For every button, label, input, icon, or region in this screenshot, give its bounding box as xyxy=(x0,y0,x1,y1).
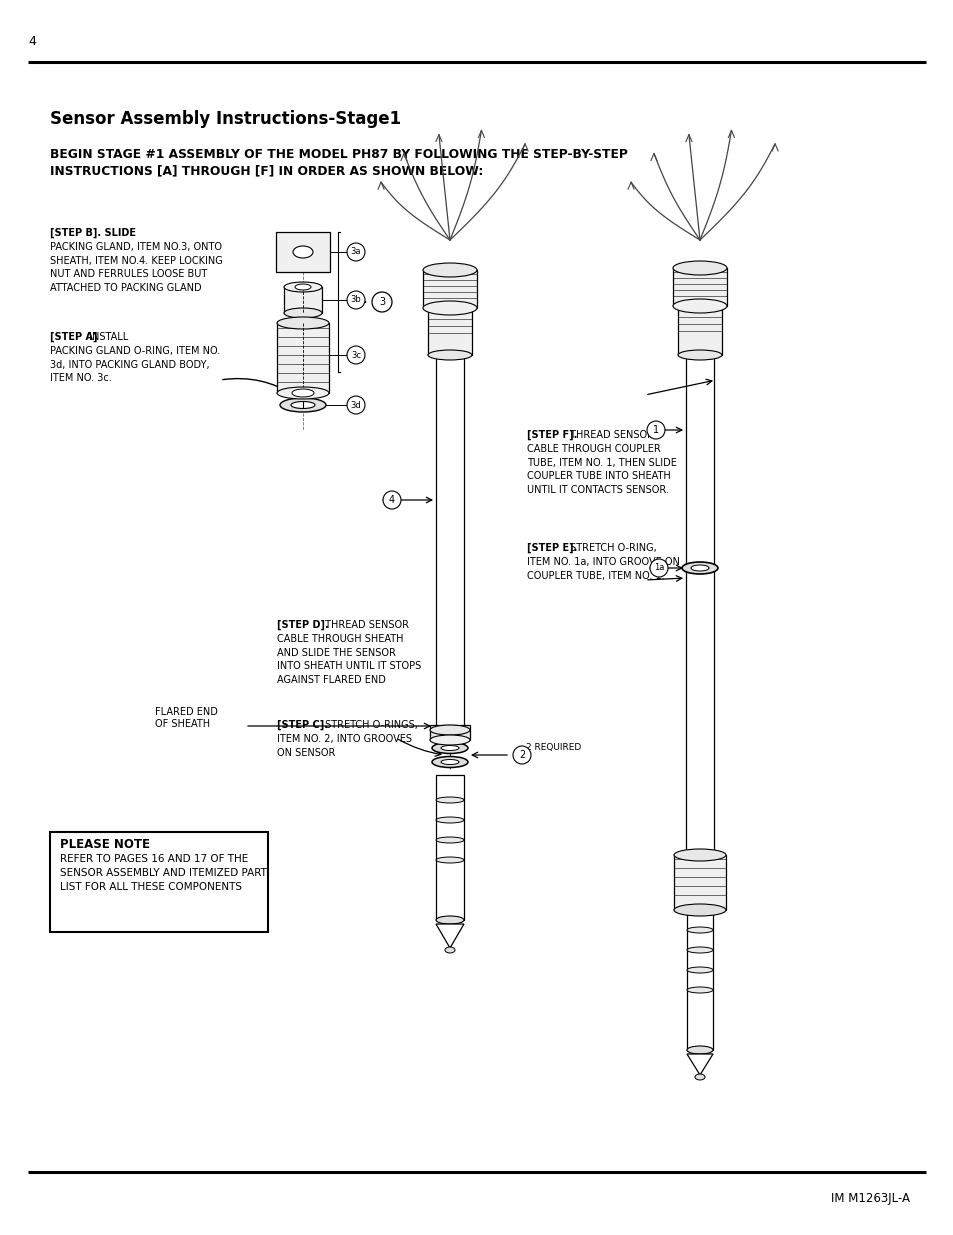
Bar xyxy=(275,232,330,272)
Text: ITEM NO. 2, INTO GROOVES
ON SENSOR: ITEM NO. 2, INTO GROOVES ON SENSOR xyxy=(276,734,412,757)
Text: THREAD SENSOR: THREAD SENSOR xyxy=(566,430,654,440)
Bar xyxy=(685,354,713,910)
Bar xyxy=(673,855,725,910)
Ellipse shape xyxy=(294,284,311,290)
Text: 3c: 3c xyxy=(351,351,360,359)
Ellipse shape xyxy=(673,904,725,916)
Ellipse shape xyxy=(686,947,712,953)
Text: 1a: 1a xyxy=(653,563,663,573)
Ellipse shape xyxy=(440,760,458,764)
Text: REFER TO PAGES 16 AND 17 OF THE
SENSOR ASSEMBLY AND ITEMIZED PART
LIST FOR ALL T: REFER TO PAGES 16 AND 17 OF THE SENSOR A… xyxy=(60,853,267,892)
Bar xyxy=(422,270,476,308)
Text: 2 REQUIRED: 2 REQUIRED xyxy=(525,743,580,752)
Ellipse shape xyxy=(681,562,718,574)
Ellipse shape xyxy=(440,746,458,751)
Text: FLARED END
OF SHEATH: FLARED END OF SHEATH xyxy=(154,706,217,730)
Circle shape xyxy=(347,396,365,414)
Circle shape xyxy=(372,291,392,312)
Text: BEGIN STAGE #1 ASSEMBLY OF THE MODEL PH87 BY FOLLOWING THE STEP-BY-STEP: BEGIN STAGE #1 ASSEMBLY OF THE MODEL PH8… xyxy=(50,148,627,161)
Ellipse shape xyxy=(690,564,708,571)
Text: INSTRUCTIONS [A] THROUGH [F] IN ORDER AS SHOWN BELOW:: INSTRUCTIONS [A] THROUGH [F] IN ORDER AS… xyxy=(50,164,483,177)
Ellipse shape xyxy=(284,282,322,291)
Text: 1: 1 xyxy=(652,425,659,435)
Text: CABLE THROUGH COUPLER
TUBE, ITEM NO. 1, THEN SLIDE
COUPLER TUBE INTO SHEATH
UNTI: CABLE THROUGH COUPLER TUBE, ITEM NO. 1, … xyxy=(526,445,677,495)
Ellipse shape xyxy=(672,299,726,312)
Ellipse shape xyxy=(428,350,472,359)
Bar xyxy=(428,308,472,354)
Ellipse shape xyxy=(422,263,476,277)
Text: 3b: 3b xyxy=(351,295,361,305)
Ellipse shape xyxy=(436,916,463,924)
Text: STRETCH O-RINGS,: STRETCH O-RINGS, xyxy=(322,720,417,730)
Text: PLEASE NOTE: PLEASE NOTE xyxy=(60,839,150,851)
Text: 2: 2 xyxy=(518,750,524,760)
Ellipse shape xyxy=(678,350,721,359)
Ellipse shape xyxy=(686,1046,712,1053)
Text: 3a: 3a xyxy=(351,247,361,257)
Circle shape xyxy=(513,746,531,764)
Text: [STEP A]: [STEP A] xyxy=(50,332,97,342)
Bar xyxy=(672,268,726,306)
Text: THREAD SENSOR: THREAD SENSOR xyxy=(322,620,409,630)
Bar xyxy=(276,324,329,393)
Circle shape xyxy=(347,243,365,261)
Ellipse shape xyxy=(284,308,322,317)
Text: 3d: 3d xyxy=(351,400,361,410)
Polygon shape xyxy=(436,924,463,948)
Text: [STEP B]. SLIDE: [STEP B]. SLIDE xyxy=(50,228,136,238)
Bar xyxy=(436,354,463,730)
Ellipse shape xyxy=(672,261,726,275)
Ellipse shape xyxy=(686,987,712,993)
Ellipse shape xyxy=(293,246,313,258)
Ellipse shape xyxy=(436,818,463,823)
Text: 4: 4 xyxy=(28,35,36,48)
Polygon shape xyxy=(686,1053,712,1074)
Ellipse shape xyxy=(436,797,463,803)
Circle shape xyxy=(347,346,365,364)
Bar xyxy=(430,725,470,740)
Ellipse shape xyxy=(686,927,712,932)
Text: [STEP E].: [STEP E]. xyxy=(526,543,577,553)
Text: Sensor Assembly Instructions-Stage1: Sensor Assembly Instructions-Stage1 xyxy=(50,110,400,128)
Ellipse shape xyxy=(673,848,725,861)
Text: [STEP D].: [STEP D]. xyxy=(276,620,329,630)
Ellipse shape xyxy=(430,725,470,735)
Text: INSTALL: INSTALL xyxy=(86,332,128,342)
Text: PACKING GLAND O-RING, ITEM NO.
3d, INTO PACKING GLAND BODY,
ITEM NO. 3c.: PACKING GLAND O-RING, ITEM NO. 3d, INTO … xyxy=(50,346,220,383)
Text: IM M1263JL-A: IM M1263JL-A xyxy=(830,1192,909,1205)
Ellipse shape xyxy=(292,389,314,396)
Circle shape xyxy=(649,559,667,577)
Ellipse shape xyxy=(276,387,329,399)
Text: 4: 4 xyxy=(389,495,395,505)
Text: STRETCH O-RING,: STRETCH O-RING, xyxy=(566,543,656,553)
Ellipse shape xyxy=(432,742,468,753)
Ellipse shape xyxy=(444,947,455,953)
Text: 3: 3 xyxy=(378,296,385,308)
Ellipse shape xyxy=(436,837,463,844)
Bar xyxy=(284,287,322,312)
Ellipse shape xyxy=(430,735,470,745)
Circle shape xyxy=(347,291,365,309)
Bar xyxy=(436,776,463,920)
Text: [STEP F].: [STEP F]. xyxy=(526,430,577,440)
Text: [STEP C].: [STEP C]. xyxy=(276,720,328,730)
Ellipse shape xyxy=(686,967,712,973)
Text: ITEM NO. 1a, INTO GROOVE ON
COUPLER TUBE, ITEM NO. 1.: ITEM NO. 1a, INTO GROOVE ON COUPLER TUBE… xyxy=(526,557,679,580)
Bar xyxy=(686,910,712,1050)
Bar xyxy=(50,832,268,932)
Ellipse shape xyxy=(695,1074,704,1079)
Text: PACKING GLAND, ITEM NO.3, ONTO
SHEATH, ITEM NO.4. KEEP LOCKING
NUT AND FERRULES : PACKING GLAND, ITEM NO.3, ONTO SHEATH, I… xyxy=(50,242,222,293)
Ellipse shape xyxy=(422,301,476,315)
Ellipse shape xyxy=(432,757,468,767)
Ellipse shape xyxy=(291,401,314,409)
Circle shape xyxy=(382,492,400,509)
Ellipse shape xyxy=(276,317,329,329)
Circle shape xyxy=(646,421,664,438)
Ellipse shape xyxy=(436,857,463,863)
Bar xyxy=(678,306,721,354)
Text: CABLE THROUGH SHEATH
AND SLIDE THE SENSOR
INTO SHEATH UNTIL IT STOPS
AGAINST FLA: CABLE THROUGH SHEATH AND SLIDE THE SENSO… xyxy=(276,634,421,684)
Ellipse shape xyxy=(280,398,326,412)
